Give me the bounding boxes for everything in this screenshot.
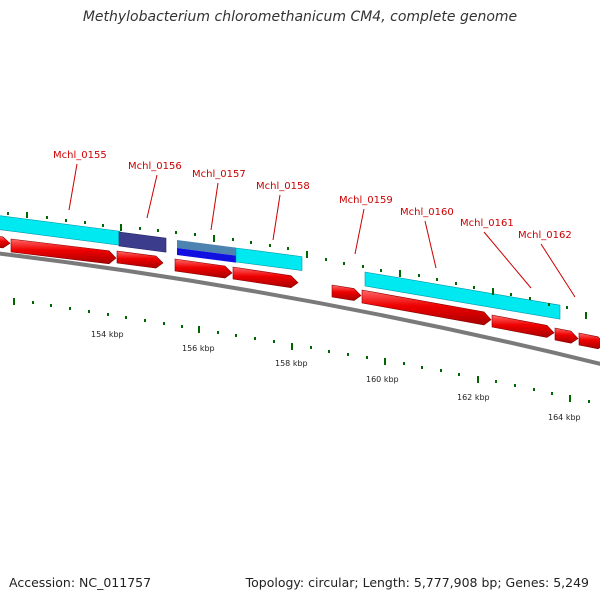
scale-label: 160 kbp <box>366 375 399 384</box>
genome-backbone <box>0 251 600 366</box>
gene-label: Mchl_0159 <box>339 195 393 206</box>
scale-label: 164 kbp <box>548 413 581 422</box>
gene-leader-line <box>540 243 576 298</box>
cds-arrow <box>174 258 233 279</box>
gene-leader-line <box>354 208 365 255</box>
gene-leader-line <box>424 220 437 269</box>
accession-text: Accession: NC_011757 <box>9 575 152 590</box>
feature-band-indigo <box>118 231 167 253</box>
feature-band-blue <box>177 248 236 263</box>
gene-leader-line <box>272 194 281 241</box>
gene-leader-line <box>68 163 78 211</box>
cds-arrow <box>361 289 492 326</box>
map-title: Methylobacterium chloromethanicum CM4, c… <box>82 9 518 25</box>
gene-label: Mchl_0160 <box>400 207 454 218</box>
cds-arrow <box>491 314 555 338</box>
scale-label: 156 kbp <box>182 344 215 353</box>
scale-label: 162 kbp <box>457 393 490 402</box>
scale-label: 154 kbp <box>91 330 124 339</box>
gene-leader-line <box>483 231 532 289</box>
cds-arrow <box>578 332 600 350</box>
gene-label: Mchl_0157 <box>192 169 246 180</box>
gene-label: Mchl_0161 <box>460 218 514 229</box>
gene-leader-line <box>146 174 158 219</box>
cds-arrow <box>331 284 362 301</box>
genome-summary: Topology: circular; Length: 5,777,908 bp… <box>245 575 589 590</box>
cds-arrow <box>232 266 299 289</box>
cds-arrow <box>554 327 579 344</box>
cds-arrow <box>10 238 117 265</box>
gene-leader-line <box>210 182 219 231</box>
feature-band-cyan <box>235 247 303 271</box>
feature-band-cyan <box>364 271 561 320</box>
gene-label: Mchl_0158 <box>256 181 310 192</box>
cds-arrow <box>116 250 164 269</box>
gene-label: Mchl_0155 <box>53 150 107 161</box>
cds-arrow <box>0 236 11 249</box>
gene-label: Mchl_0156 <box>128 161 182 172</box>
feature-band-steel <box>177 240 236 256</box>
gene-label: Mchl_0162 <box>518 230 572 241</box>
scale-label: 158 kbp <box>275 359 308 368</box>
